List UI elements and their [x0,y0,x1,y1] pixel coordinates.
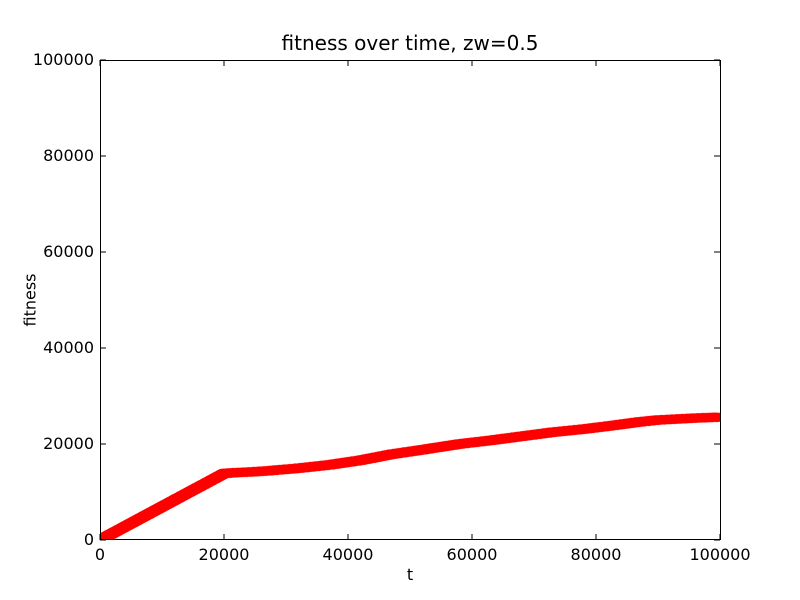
y-tick-label: 80000 [43,146,94,165]
x-tick-label: 40000 [322,545,374,564]
y-tick-label: 60000 [43,242,94,261]
y-tick-label: 0 [83,530,94,549]
y-tick-label: 20000 [43,434,94,453]
x-tick-label: 60000 [446,545,498,564]
y-tick-label: 40000 [43,338,94,357]
x-tick-label: 80000 [570,545,622,564]
x-tick-label: 100000 [689,545,751,564]
series-fitness-markers [100,412,720,540]
y-axis-label: fitness [20,273,40,327]
plot-border [100,60,721,540]
chart-title: fitness over time, zw=0.5 [281,31,539,55]
y-tick-label: 100000 [32,50,94,69]
x-tick-label: 20000 [198,545,250,564]
x-tick-label: 0 [94,545,106,564]
x-axis-label: t [406,565,414,584]
axis-ticks [99,59,721,541]
